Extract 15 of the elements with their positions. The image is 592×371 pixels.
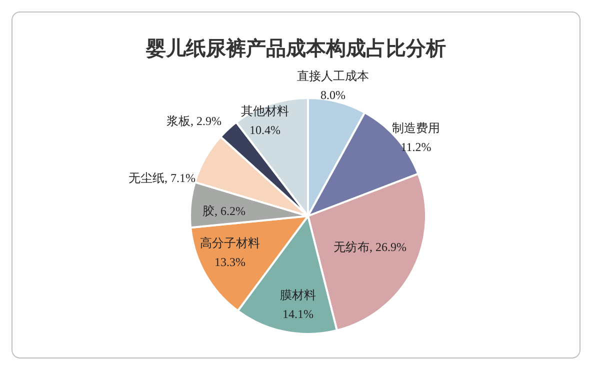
data-label: 13.3%: [214, 254, 246, 268]
slice-label: 无纺布, 26.9%: [334, 240, 406, 254]
slice-label: 制造费用: [392, 120, 440, 134]
slice-label: 高分子材料: [200, 236, 260, 250]
data-label: 11.2%: [400, 140, 432, 154]
slice-label: 无尘纸, 7.1%: [128, 170, 196, 185]
data-label: 14.1%: [282, 306, 314, 320]
slice-label: 胶, 6.2%: [202, 204, 246, 218]
slice-label: 其他材料: [241, 104, 289, 118]
data-label: 8.0%: [320, 88, 346, 102]
slice-label: 膜材料: [280, 288, 316, 302]
chart-title: 婴儿纸尿裤产品成本构成占比分析: [145, 37, 446, 60]
slice-label: 浆板, 2.9%: [166, 114, 222, 128]
slice-label: 直接人工成本: [297, 68, 369, 82]
data-label: 10.4%: [250, 122, 280, 136]
